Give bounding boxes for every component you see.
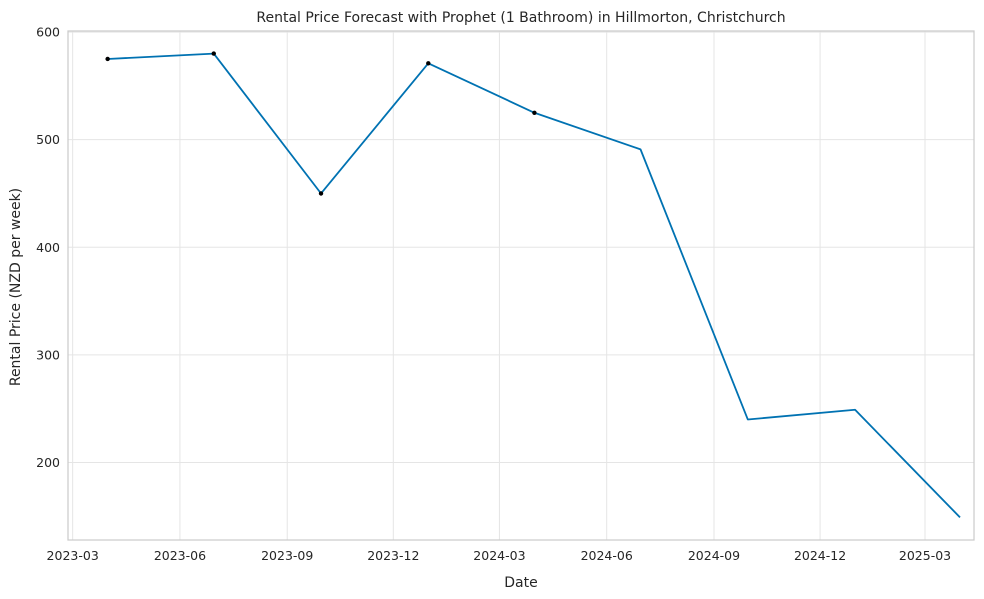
x-tick-label: 2023-06 <box>154 548 206 563</box>
observed-point <box>532 110 537 115</box>
forecast-line <box>107 52 961 519</box>
y-tick-label: 600 <box>36 25 60 40</box>
gridlines <box>68 31 974 540</box>
x-tick-label: 2025-03 <box>899 548 951 563</box>
x-tick-label: 2023-03 <box>47 548 99 563</box>
plot-frame <box>67 30 975 541</box>
observed-point <box>426 61 431 66</box>
y-tick-label: 500 <box>36 132 60 147</box>
observed-point <box>318 191 324 196</box>
y-axis-ticks: 200 300 400 500 600 <box>36 25 60 470</box>
x-axis-ticks: 2023-03 2023-06 2023-09 2023-12 2024-03 2024-… <box>47 548 952 563</box>
y-tick-label: 200 <box>36 455 60 470</box>
y-tick-label: 400 <box>36 240 60 255</box>
x-tick-label: 2023-12 <box>367 548 419 563</box>
observed-point <box>105 56 110 62</box>
x-tick-label: 2024-12 <box>794 548 846 563</box>
y-tick-label: 300 <box>36 347 60 362</box>
observed-point <box>211 51 216 56</box>
y-axis-label: Rental Price (NZD per week) <box>8 188 24 386</box>
x-tick-label: 2024-03 <box>473 548 525 563</box>
forecast-line-layer <box>107 52 961 519</box>
x-tick-label: 2024-06 <box>581 548 633 563</box>
x-axis-label: Date <box>504 575 537 591</box>
x-tick-label: 2023-09 <box>261 548 313 563</box>
observed-points-layer <box>105 51 537 196</box>
chart-title: Rental Price Forecast with Prophet (1 Ba… <box>256 10 785 26</box>
x-tick-label: 2024-09 <box>688 548 740 563</box>
